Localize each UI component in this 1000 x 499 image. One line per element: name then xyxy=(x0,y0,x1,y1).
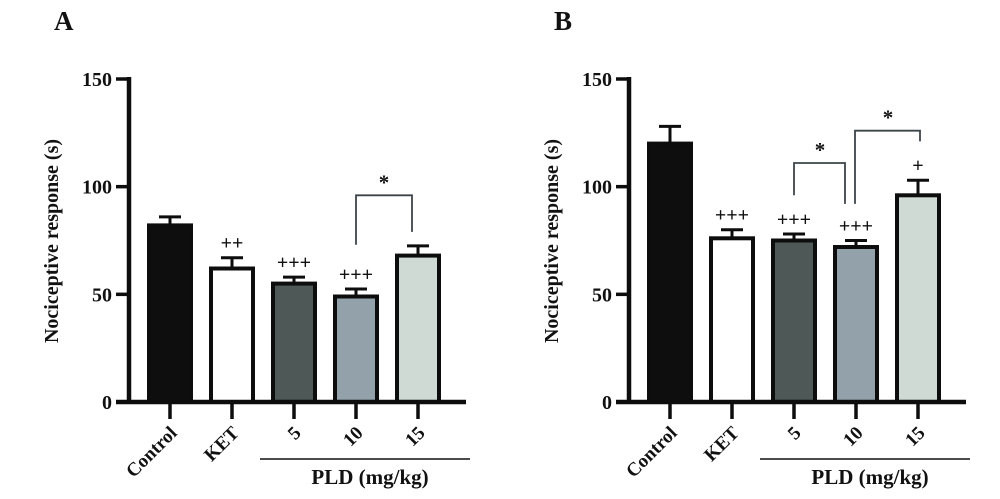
y-tick-label-50: 50 xyxy=(592,284,612,306)
y-tick-label-0: 0 xyxy=(602,392,612,414)
group-label: PLD (mg/kg) xyxy=(311,465,428,489)
bar-5 xyxy=(771,238,817,404)
y-tick-label-150: 150 xyxy=(82,69,112,91)
panel-b: B Control KET +++ 5 +++ 10 +++ 15 +0 50 100 150 Noci… xyxy=(500,0,1000,499)
bar-chart-a: Control KET++5+++10+++15050100150Nocicept… xyxy=(41,69,470,489)
annotation-ket: +++ xyxy=(715,205,749,227)
x-tick-label-10: 10 xyxy=(839,423,867,451)
x-tick-label-control: Control xyxy=(122,423,181,482)
bar-ket xyxy=(709,236,755,404)
x-tick-label-5: 5 xyxy=(284,423,306,445)
annotation-15: + xyxy=(912,155,923,177)
bar-control xyxy=(147,223,193,404)
annotation-10: +++ xyxy=(839,216,873,238)
sig-bracket-0 xyxy=(355,194,413,245)
y-axis-title: Nociceptive response (s) xyxy=(41,139,63,343)
x-tick-label-ket: KET xyxy=(700,422,743,465)
bar-15 xyxy=(395,253,441,404)
annotation-ket: ++ xyxy=(221,233,244,255)
panel-letter-b: B xyxy=(554,6,573,36)
bar-control xyxy=(647,141,693,404)
x-tick-label-15: 15 xyxy=(401,423,429,451)
group-label: PLD (mg/kg) xyxy=(811,465,928,489)
y-axis-title: Nociceptive response (s) xyxy=(541,139,563,343)
annotation-5: +++ xyxy=(277,252,311,274)
bar-10 xyxy=(333,294,379,404)
sig-label-1: * xyxy=(883,106,894,130)
panel-letter-a: A xyxy=(54,6,74,36)
bar-10 xyxy=(833,245,879,404)
x-tick-label-15: 15 xyxy=(901,423,929,451)
x-tick-label-ket: KET xyxy=(200,422,243,465)
sig-bracket-1 xyxy=(854,129,921,204)
panel-a: A Control KET ++ 5 +++ 10 +++ 15 0 50 100 150 Nocice… xyxy=(41,6,470,489)
bar-5 xyxy=(271,281,317,405)
annotation-10: +++ xyxy=(339,264,373,286)
annotation-5: +++ xyxy=(777,209,811,231)
x-tick-label-5: 5 xyxy=(784,423,806,445)
x-tick-label-control: Control xyxy=(622,423,681,482)
sig-label-0: * xyxy=(815,138,826,162)
y-tick-label-100: 100 xyxy=(582,177,612,199)
bar-chart-b: Control KET +++ 5 +++ 10 +++ 15 +0 50 100 150 Nocice… xyxy=(541,69,970,489)
y-tick-label-100: 100 xyxy=(82,177,112,199)
sig-label-0: * xyxy=(379,170,390,194)
y-tick-label-150: 150 xyxy=(582,69,612,91)
y-tick-label-0: 0 xyxy=(102,392,112,414)
bar-ket xyxy=(209,266,255,404)
bar-15 xyxy=(895,193,941,404)
sig-bracket-0 xyxy=(793,162,846,204)
y-tick-label-50: 50 xyxy=(92,284,112,306)
x-tick-label-10: 10 xyxy=(339,423,367,451)
